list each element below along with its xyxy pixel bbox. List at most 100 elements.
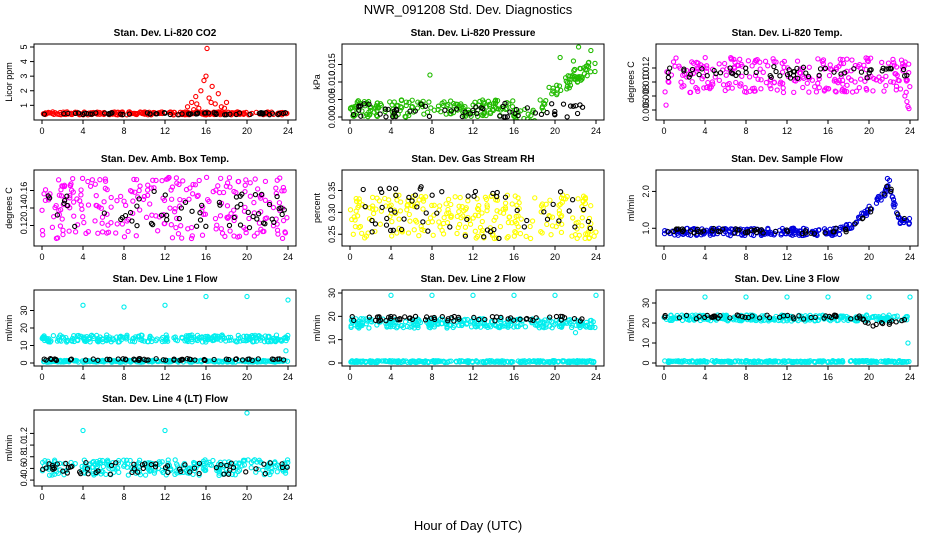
- data-point: [884, 183, 890, 190]
- data-point: [459, 322, 465, 329]
- data-point: [236, 233, 243, 239]
- data-point: [474, 196, 480, 202]
- data-point: [252, 192, 259, 198]
- data-point: [724, 81, 731, 88]
- data-point: [231, 207, 237, 213]
- data-point: [262, 178, 269, 185]
- data-point: [147, 333, 153, 339]
- data-point: [390, 114, 396, 120]
- data-point: [480, 112, 486, 119]
- data-point: [809, 77, 815, 83]
- data-point: [417, 186, 423, 192]
- data-point: [228, 334, 234, 341]
- data-point: [502, 320, 508, 327]
- data-point: [579, 316, 585, 322]
- data-point: [839, 77, 846, 84]
- data-point: [388, 313, 394, 320]
- y-axis-label: ml/min: [626, 195, 636, 222]
- data-point: [210, 457, 216, 464]
- data-point: [771, 63, 777, 70]
- data-point: [457, 194, 463, 201]
- data-point: [878, 197, 884, 203]
- data-point: [68, 181, 74, 187]
- data-point: [203, 293, 209, 300]
- data-point: [444, 325, 450, 331]
- data-point: [196, 460, 203, 466]
- data-point: [593, 229, 599, 235]
- data-point: [262, 358, 269, 364]
- data-point: [441, 99, 447, 105]
- data-point: [527, 235, 534, 242]
- data-point: [149, 212, 155, 218]
- x-tick-label: 24: [591, 126, 601, 136]
- data-point: [778, 317, 784, 323]
- data-point: [159, 459, 165, 465]
- data-point: [532, 195, 538, 201]
- data-point: [577, 102, 583, 108]
- data-point: [49, 224, 56, 230]
- data-point: [904, 359, 910, 365]
- data-point: [452, 194, 458, 200]
- data-point: [833, 89, 839, 95]
- data-point: [218, 175, 224, 182]
- data-point: [279, 188, 285, 194]
- data-point: [504, 114, 511, 120]
- y-tick-label: 0.006: [641, 99, 651, 122]
- data-point: [118, 216, 124, 223]
- data-point: [376, 314, 382, 320]
- x-tick-label: 4: [388, 252, 393, 262]
- data-point: [557, 189, 564, 195]
- data-point: [429, 292, 435, 298]
- data-point: [671, 232, 678, 238]
- data-point: [231, 217, 237, 224]
- data-point: [581, 65, 587, 71]
- data-point: [493, 235, 500, 241]
- data-point: [240, 458, 246, 464]
- data-point: [502, 114, 508, 120]
- data-point: [689, 66, 696, 73]
- data-point: [812, 314, 818, 320]
- data-point: [223, 356, 230, 362]
- data-point: [252, 176, 258, 182]
- data-point: [83, 230, 89, 237]
- data-point: [420, 196, 426, 202]
- data-point: [193, 93, 199, 100]
- data-point: [567, 82, 574, 88]
- data-point: [518, 216, 524, 222]
- data-point: [200, 466, 207, 472]
- data-point: [61, 111, 67, 117]
- data-point: [145, 357, 151, 363]
- data-point: [666, 79, 672, 85]
- data-point: [77, 470, 84, 477]
- points-layer: [347, 44, 598, 125]
- data-point: [372, 359, 378, 366]
- data-point: [856, 61, 863, 68]
- data-point: [901, 358, 907, 365]
- data-point: [203, 339, 209, 345]
- data-point: [544, 221, 550, 227]
- panel-title: Stan. Dev. Line 2 Flow: [421, 274, 526, 285]
- data-point: [120, 111, 126, 118]
- data-point: [527, 121, 531, 125]
- data-point: [71, 332, 77, 339]
- data-point: [532, 118, 538, 120]
- data-point: [153, 356, 159, 362]
- data-point: [79, 206, 85, 212]
- data-point: [477, 224, 484, 231]
- data-point: [167, 109, 173, 115]
- data-point: [273, 332, 280, 338]
- data-point: [551, 111, 558, 117]
- data-point: [90, 458, 97, 465]
- data-point: [757, 66, 763, 72]
- y-tick-label: 10: [19, 340, 29, 350]
- data-point: [831, 69, 837, 75]
- data-point: [753, 229, 760, 236]
- data-point: [895, 214, 902, 221]
- data-point: [149, 338, 155, 345]
- data-point: [366, 314, 372, 320]
- data-point: [162, 192, 168, 198]
- x-tick-label: 0: [347, 126, 352, 136]
- data-point: [274, 193, 280, 200]
- data-point: [39, 459, 46, 466]
